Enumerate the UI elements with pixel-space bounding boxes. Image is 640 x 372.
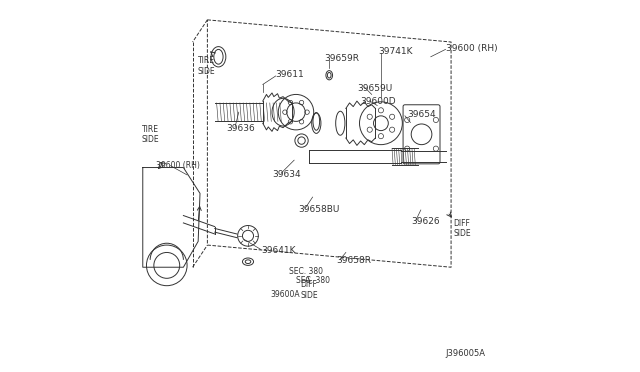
Text: SEC. 380: SEC. 380 <box>296 276 330 285</box>
Text: 39641K: 39641K <box>261 246 296 255</box>
Text: DIFF
SIDE: DIFF SIDE <box>300 280 317 300</box>
Text: 39658R: 39658R <box>337 256 372 266</box>
Text: 39634: 39634 <box>272 170 301 179</box>
Text: 39659U: 39659U <box>357 84 392 93</box>
Text: 39636: 39636 <box>226 124 255 133</box>
Text: 39654: 39654 <box>408 109 436 119</box>
Text: J396005A: J396005A <box>445 350 486 359</box>
Text: 39600D: 39600D <box>360 97 396 106</box>
Text: 39658BU: 39658BU <box>298 205 339 215</box>
Text: 39611: 39611 <box>276 70 305 78</box>
Text: SEC. 380: SEC. 380 <box>289 267 323 276</box>
Text: TIRE
SIDE: TIRE SIDE <box>141 125 159 144</box>
Text: 39600A: 39600A <box>270 291 300 299</box>
Text: 39626: 39626 <box>412 217 440 226</box>
Text: 39600 (RH): 39600 (RH) <box>445 44 497 53</box>
Text: TIRE
SIDE: TIRE SIDE <box>198 56 215 76</box>
Text: 39659R: 39659R <box>324 54 360 63</box>
Text: DIFF
SIDE: DIFF SIDE <box>453 219 471 238</box>
Text: 39600 (RH): 39600 (RH) <box>156 161 200 170</box>
Text: 39741K: 39741K <box>378 47 413 56</box>
